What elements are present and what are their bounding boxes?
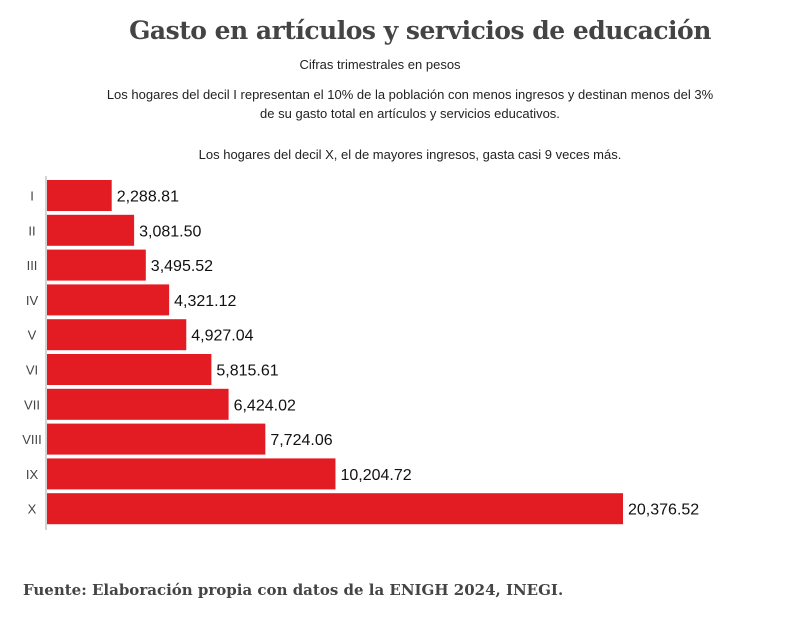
value-label: 20,376.52 <box>628 502 699 519</box>
source-note: Fuente: Elaboración propia con datos de … <box>23 581 564 599</box>
value-label: 3,495.52 <box>151 258 213 275</box>
bar-IV <box>47 284 170 316</box>
bar-VII <box>47 388 229 420</box>
chart-title: Gasto en artículos y servicios de educac… <box>129 16 711 45</box>
bar-II <box>47 214 135 246</box>
bar-I <box>47 180 112 211</box>
bar-VIII <box>47 423 266 455</box>
value-label: 2,288.81 <box>117 189 179 206</box>
bar-IX <box>47 458 336 490</box>
value-label: 3,081.50 <box>139 223 201 240</box>
category-label: IV <box>26 293 39 308</box>
category-label: IX <box>26 467 39 482</box>
value-label: 7,724.06 <box>270 432 332 449</box>
category-label: I <box>30 189 34 204</box>
category-label: V <box>28 328 37 343</box>
category-label: X <box>28 502 37 517</box>
bar-III <box>47 249 146 281</box>
category-label: II <box>28 223 35 238</box>
value-label: 4,927.04 <box>191 328 253 345</box>
category-label: VIII <box>22 432 42 447</box>
value-label: 4,321.12 <box>174 293 236 310</box>
chart-subtitle: Cifras trimestrales en pesos <box>299 57 461 72</box>
value-label: 10,204.72 <box>340 467 411 484</box>
category-label: VII <box>24 397 40 412</box>
category-label: VI <box>26 363 38 378</box>
note-line-1: Los hogares del decil I representan el 1… <box>106 87 714 102</box>
bar-X <box>47 493 623 525</box>
note-line-3: Los hogares del decil X, el de mayores i… <box>198 147 622 162</box>
value-label: 6,424.02 <box>234 397 296 414</box>
note-line-2: de su gasto total en artículos y servici… <box>260 106 560 121</box>
category-label: III <box>27 258 38 273</box>
bar-VI <box>47 354 212 385</box>
value-label: 5,815.61 <box>216 363 278 380</box>
bar-V <box>47 319 187 351</box>
